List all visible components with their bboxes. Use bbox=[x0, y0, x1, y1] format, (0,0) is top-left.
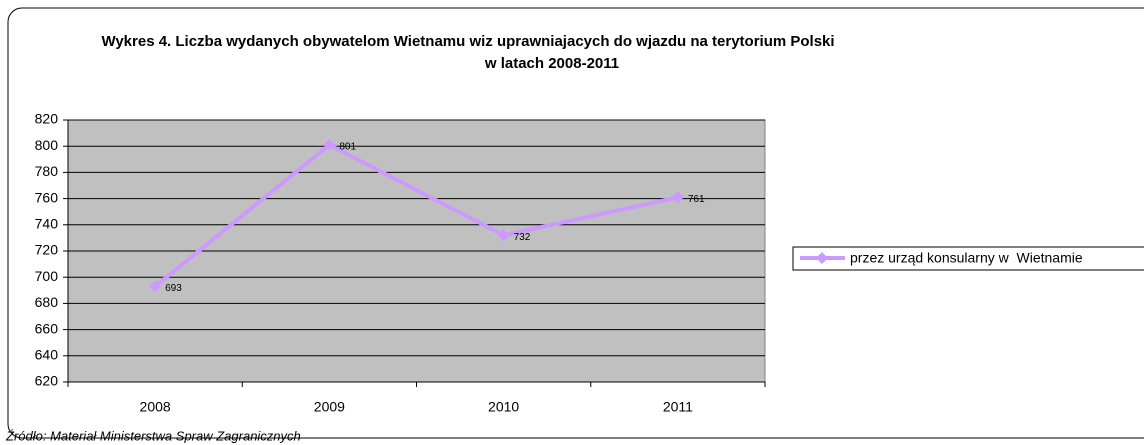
y-tick-label: 820 bbox=[35, 111, 59, 127]
x-tick-label: 2008 bbox=[140, 399, 171, 415]
y-tick-label: 620 bbox=[35, 373, 59, 389]
y-tick-label: 640 bbox=[35, 347, 59, 363]
y-tick-label: 680 bbox=[35, 294, 59, 310]
chart-title: w latach 2008-2011 bbox=[484, 55, 619, 72]
chart-title: Wykres 4. Liczba wydanych obywatelom Wie… bbox=[101, 33, 834, 50]
x-tick-label: 2011 bbox=[663, 399, 693, 415]
legend-label: przez urząd konsularny w Wietnamie bbox=[850, 250, 1083, 266]
data-label: 761 bbox=[688, 194, 705, 205]
data-point bbox=[149, 280, 162, 293]
data-point bbox=[497, 229, 510, 242]
y-tick-label: 660 bbox=[35, 320, 59, 336]
legend bbox=[792, 246, 1144, 271]
y-tick-label: 800 bbox=[35, 137, 59, 153]
legend-marker bbox=[816, 252, 828, 264]
y-tick-label: 700 bbox=[35, 268, 59, 284]
y-tick-label: 740 bbox=[35, 216, 59, 232]
data-point bbox=[323, 138, 336, 151]
series-line bbox=[153, 142, 679, 288]
x-tick-label: 2009 bbox=[314, 399, 345, 415]
data-label: 693 bbox=[165, 283, 182, 294]
data-label: 732 bbox=[514, 232, 531, 243]
data-label: 801 bbox=[339, 142, 356, 153]
y-tick-label: 780 bbox=[35, 163, 59, 179]
data-point bbox=[671, 191, 684, 204]
source-note: Źródło: Materiał Ministerstwa Spraw Zagr… bbox=[5, 428, 301, 443]
x-tick-label: 2010 bbox=[488, 399, 519, 415]
y-tick-label: 720 bbox=[35, 242, 59, 258]
y-tick-label: 760 bbox=[35, 189, 59, 205]
